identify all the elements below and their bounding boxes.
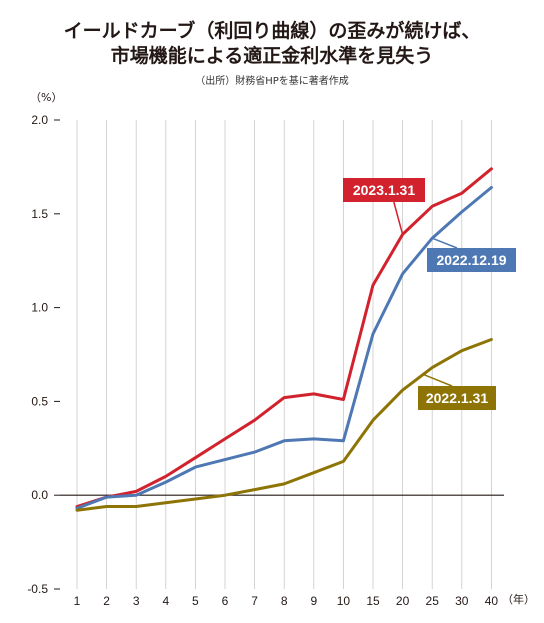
y-tick-label: 0.0 bbox=[31, 488, 48, 502]
x-tick-label: 15 bbox=[366, 594, 380, 608]
callout-box bbox=[343, 178, 425, 202]
series-line bbox=[75, 167, 493, 508]
grid-lines bbox=[76, 120, 492, 589]
x-tick-label: 7 bbox=[251, 594, 258, 608]
x-tick-label: 20 bbox=[396, 594, 410, 608]
series-lines bbox=[75, 167, 493, 512]
x-tick-label: 4 bbox=[162, 594, 169, 608]
x-tick-label: 25 bbox=[426, 594, 440, 608]
x-tick-label: 6 bbox=[222, 594, 229, 608]
callout-leader-line bbox=[393, 201, 404, 235]
y-tick-label: 1.5 bbox=[31, 207, 48, 221]
x-tick-label: 8 bbox=[281, 594, 288, 608]
x-tick-label: 30 bbox=[455, 594, 469, 608]
x-tick-label: 1 bbox=[74, 594, 81, 608]
series-label: 2022.1.31 bbox=[426, 390, 488, 406]
chart-source-note: （出所）財務省HPを基に著者作成 bbox=[195, 74, 349, 87]
y-tick-label: 1.0 bbox=[31, 301, 48, 315]
series-line bbox=[75, 186, 493, 510]
chart-title-line-1: イールドカーブ（利回り曲線）の歪みが続けば、 bbox=[64, 19, 481, 42]
y-tick-label: 0.5 bbox=[31, 394, 48, 408]
x-tick-label: 40 bbox=[485, 594, 499, 608]
y-tick-label: -0.5 bbox=[27, 582, 48, 596]
x-axis-unit-label: （年） bbox=[502, 592, 535, 606]
y-axis-unit-label: （%） bbox=[30, 91, 62, 104]
callout-leader-line bbox=[431, 237, 458, 249]
callout-box bbox=[418, 386, 496, 410]
callout-box bbox=[427, 248, 516, 272]
chart-title-line-2: 市場機能による適正金利水準を見失う bbox=[111, 44, 433, 67]
y-tick-label: 2.0 bbox=[31, 113, 48, 127]
axis-labels: 2.0 1.5 1.0 0.5 0.0 -0.5 1 2 3 4 5 6 7 8 9 10 15 20 25 30 40 bbox=[27, 113, 504, 608]
x-tick-label: 9 bbox=[310, 594, 317, 608]
x-tick-label: 10 bbox=[337, 594, 351, 608]
callout-leader-line bbox=[423, 373, 453, 387]
series-line bbox=[75, 338, 493, 512]
series-label: 2022.12.19 bbox=[436, 252, 506, 268]
series-callouts: 2023.1.31 2022.12.19 2022.1.31 bbox=[343, 178, 516, 410]
x-tick-label: 2 bbox=[103, 594, 110, 608]
x-tick-label: 3 bbox=[133, 594, 140, 608]
x-tick-label: 5 bbox=[192, 594, 199, 608]
series-label: 2023.1.31 bbox=[353, 182, 415, 198]
